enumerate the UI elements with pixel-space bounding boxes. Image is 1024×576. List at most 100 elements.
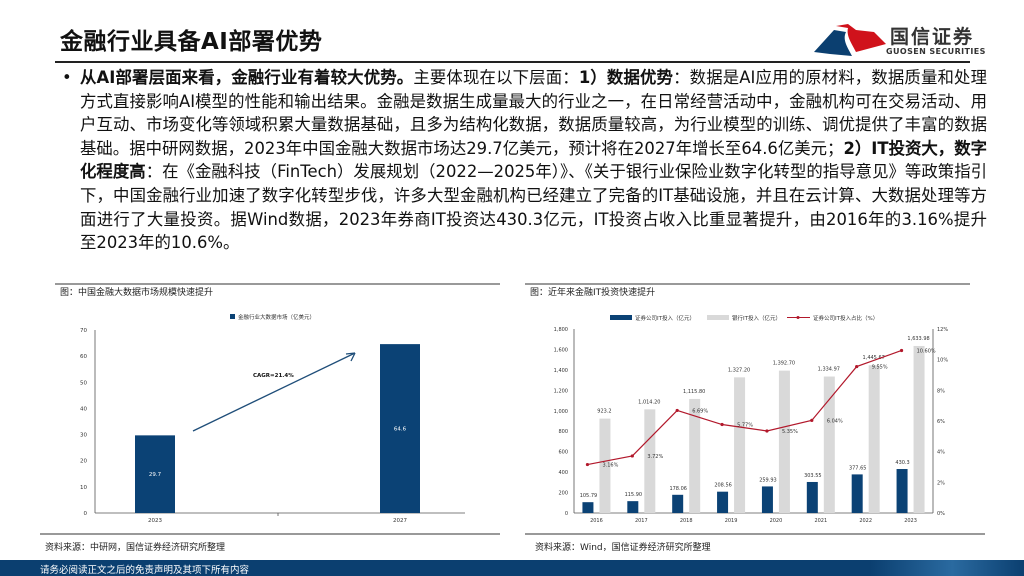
bold-text-segment: 1）数据优势	[578, 68, 674, 87]
it-ratio-point	[630, 454, 634, 458]
x-tick-label: 2017	[635, 518, 648, 524]
title-divider	[55, 61, 970, 63]
text-segment: ：数据是AI应用的原材料，数据质量和处理方式直接影响AI模型的性能和输出结果。金…	[80, 68, 987, 158]
securities-data-label: 430.3	[895, 460, 909, 466]
bar	[380, 344, 420, 513]
it-ratio-label: 10.60%	[917, 348, 936, 354]
y-tick-label: 30	[80, 433, 87, 439]
securities-data-label: 115.90	[625, 492, 643, 498]
bullet-icon: •	[62, 68, 72, 87]
y-tick-label: 800	[558, 429, 568, 435]
bank-it-bar	[868, 365, 880, 513]
arrow-head-icon	[345, 352, 356, 362]
it-ratio-label: 6.69%	[692, 408, 708, 414]
y-tick-label: 0	[565, 511, 568, 517]
it-ratio-label: 5.77%	[737, 423, 753, 429]
securities-data-label: 259.93	[759, 477, 777, 483]
bank-it-bar	[913, 345, 925, 513]
it-ratio-point	[855, 364, 859, 369]
bank-it-bar	[734, 377, 746, 513]
logo-text-en: GUOSEN SECURITIES	[886, 47, 986, 56]
right-chart-caption: 图：近年来金融IT投资快速提升	[530, 288, 656, 298]
bank-data-label: 1,445.67	[863, 355, 885, 361]
x-tick-label: 2016	[590, 518, 603, 524]
x-tick-label: 2020	[770, 518, 783, 524]
legend-label: 银行IT投入（亿元）	[732, 314, 781, 322]
y-tick-label: 10	[80, 485, 87, 491]
footer-bar: 请务必阅读正文之后的免责声明及其项下所有内容	[0, 560, 1024, 576]
x-tick-label: 2027	[393, 518, 407, 524]
bank-data-label: 1,633.98	[907, 336, 929, 342]
y-tick-label: 1,400	[554, 368, 568, 374]
bold-text-segment: 2）IT投资大，数字化程度高	[80, 138, 987, 182]
paragraph: 从AI部署层面来看，金融行业有着较大优势。主要体现在以下层面：1）数据优势：数据…	[80, 66, 987, 255]
y-tick-label: 50	[80, 380, 87, 386]
body-text: • 从AI部署层面来看，金融行业有着较大优势。主要体现在以下层面：1）数据优势：…	[62, 66, 987, 255]
bank-it-bar	[778, 370, 790, 513]
y-tick-label: 20	[80, 459, 87, 465]
securities-it-bar	[761, 486, 773, 513]
securities-it-bar	[582, 502, 594, 513]
x-tick-label: 2023	[148, 518, 162, 524]
legend-swatch	[230, 314, 235, 319]
it-ratio-point	[675, 408, 679, 413]
bank-data-label: 1,327.20	[728, 367, 750, 373]
it-ratio-label: 9.55%	[872, 365, 888, 371]
securities-data-label: 377.65	[849, 465, 867, 471]
source-divider	[525, 533, 985, 535]
securities-data-label: 178.06	[669, 486, 687, 492]
text-segment: 主要体现在以下层面：	[413, 68, 579, 87]
source-divider	[40, 533, 500, 535]
securities-data-label: 208.56	[714, 483, 732, 489]
y-tick-label: 0	[84, 511, 88, 517]
securities-it-bar	[717, 491, 729, 513]
x-tick-label: 2021	[814, 518, 827, 524]
bank-it-bar	[689, 398, 701, 513]
legend-label: 证券公司IT投入占比（%）	[813, 314, 878, 322]
y-tick-label: 1,000	[554, 409, 568, 415]
y2-tick-label: 12%	[937, 327, 948, 333]
y-tick-label: 200	[558, 491, 568, 497]
y-tick-label: 40	[80, 406, 87, 412]
y-tick-label: 1,800	[554, 327, 568, 333]
legend-label: 证券公司IT投入（亿元）	[635, 314, 695, 322]
y2-tick-label: 4%	[937, 450, 945, 456]
x-tick-label: 2019	[725, 518, 738, 524]
x-tick-label: 2022	[859, 518, 872, 524]
bank-data-label: 1,115.80	[683, 389, 705, 395]
bank-data-label: 1,334.97	[818, 367, 840, 373]
y2-tick-label: 6%	[937, 419, 945, 425]
securities-it-bar	[627, 501, 639, 513]
y2-tick-label: 0%	[937, 511, 945, 517]
securities-data-label: 105.79	[580, 493, 598, 499]
logo-text-cn: 国信证券	[890, 26, 975, 48]
it-ratio-point	[899, 348, 904, 353]
bank-data-label: 923.2	[597, 409, 611, 415]
y-tick-label: 600	[558, 450, 568, 456]
page-title: 金融行业具备AI部署优势	[60, 29, 323, 55]
securities-data-label: 303.55	[804, 473, 822, 479]
it-ratio-point	[585, 462, 590, 467]
y-tick-label: 1,200	[554, 388, 568, 394]
securities-it-bar	[672, 494, 684, 513]
market-size-chart: 金融行业大数据市场（亿美元） 0 10 20 30 40 50 60 70 29.7 2023 64.…	[80, 313, 465, 524]
data-label: 64.6	[394, 427, 407, 433]
data-label: 29.7	[149, 472, 162, 478]
bar	[135, 435, 175, 513]
legend-label: 金融行业大数据市场（亿美元）	[238, 313, 315, 321]
right-chart-source: 资料来源：Wind，国信证券经济研究所整理	[535, 543, 711, 553]
caption-divider	[525, 283, 970, 285]
x-tick-label: 2018	[680, 518, 693, 524]
y2-tick-label: 2%	[937, 480, 945, 486]
it-ratio-label: 3.72%	[647, 454, 663, 460]
cagr-annotation: CAGR=21.4%	[253, 373, 294, 379]
text-segment: ：在《金融科技（FinTech）发展规划（2022—2025年）》、《关于银行业…	[80, 162, 988, 253]
x-tick-label: 2023	[904, 518, 917, 524]
y-tick-label: 60	[80, 354, 87, 360]
it-ratio-point	[720, 422, 724, 427]
it-ratio-label: 5.35%	[782, 429, 798, 435]
growth-arrow	[192, 352, 356, 432]
y2-tick-label: 10%	[937, 358, 948, 364]
it-ratio-point	[765, 429, 769, 433]
